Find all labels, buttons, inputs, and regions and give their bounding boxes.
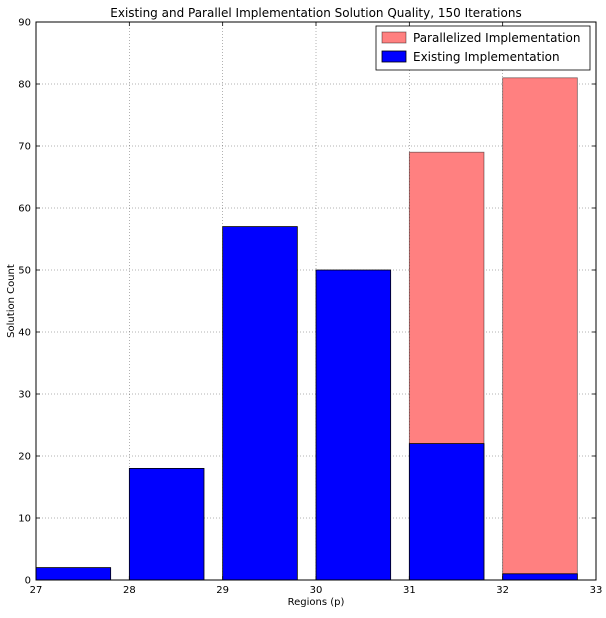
y-tick-label: 60 <box>18 204 31 215</box>
y-axis-label: Solution Count <box>6 264 17 338</box>
x-tick-label: 27 <box>30 585 43 596</box>
x-axis-label: Regions (p) <box>288 597 345 608</box>
legend-swatch-parallelized <box>381 31 407 44</box>
legend: Parallelized Implementation Existing Impl… <box>375 25 591 71</box>
x-tick-label: 30 <box>310 585 323 596</box>
legend-label-existing: Existing Implementation <box>413 50 560 64</box>
bar-existing <box>502 573 578 581</box>
y-tick-label: 0 <box>25 576 31 587</box>
y-tick-label: 90 <box>18 18 31 29</box>
y-tick-label: 30 <box>18 390 31 401</box>
legend-swatch-existing <box>381 50 407 63</box>
legend-label-parallelized: Parallelized Implementation <box>413 31 580 45</box>
y-tick-label: 10 <box>18 514 31 525</box>
y-tick-label: 50 <box>18 266 31 277</box>
x-tick-label: 32 <box>496 585 509 596</box>
bar-existing <box>128 467 205 581</box>
axis-ticks: 27 28 29 30 31 32 33 0 10 20 30 40 50 60 70 80 90 <box>18 18 602 597</box>
legend-box <box>375 25 591 71</box>
bar-existing <box>315 269 392 581</box>
y-tick-label: 80 <box>18 80 31 91</box>
chart-title: Existing and Parallel Implementation Sol… <box>110 6 521 20</box>
bar-parallelized <box>502 77 578 581</box>
x-tick-label: 33 <box>590 585 603 596</box>
y-tick-label: 20 <box>18 452 31 463</box>
bars <box>35 77 578 581</box>
bar-existing <box>222 226 298 581</box>
bar-existing <box>408 443 485 581</box>
x-tick-label: 29 <box>216 585 229 596</box>
y-tick-label: 70 <box>18 142 31 153</box>
bar-existing <box>35 567 112 581</box>
x-tick-label: 31 <box>403 585 416 596</box>
x-tick-label: 28 <box>123 585 136 596</box>
y-tick-label: 40 <box>18 328 31 339</box>
